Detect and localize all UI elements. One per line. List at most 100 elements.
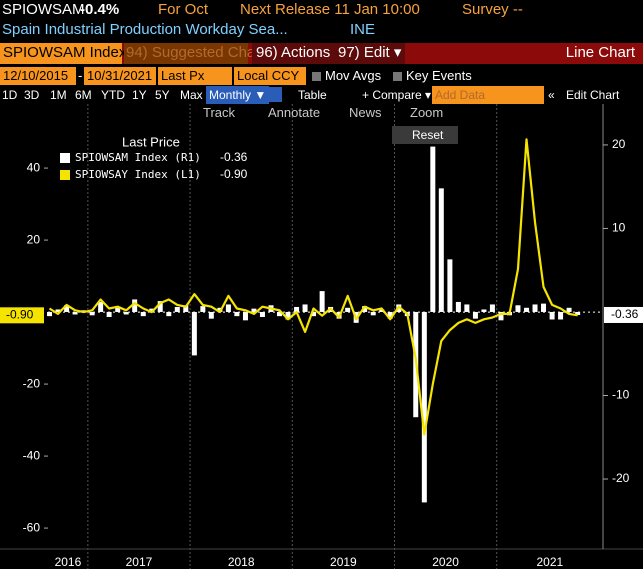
bar: [132, 299, 138, 312]
bar: [575, 311, 581, 315]
date-separator: -: [78, 68, 83, 83]
range-1d[interactable]: 1D: [2, 88, 18, 102]
bar: [302, 304, 308, 312]
bar: [362, 306, 368, 312]
range-max[interactable]: Max: [180, 88, 203, 102]
bar: [208, 311, 214, 319]
end-date[interactable]: 10/31/2021: [84, 67, 156, 85]
bar: [123, 311, 129, 315]
mov-avgs[interactable]: Mov Avgs: [312, 67, 381, 85]
range-1y[interactable]: 1Y: [132, 88, 147, 102]
key-events[interactable]: Key Events: [393, 67, 472, 85]
chart-type: Line Chart: [565, 44, 635, 61]
table-button[interactable]: Table: [298, 88, 327, 102]
bar: [558, 311, 564, 320]
legend-label: SPIOWSAY Index (L1): [75, 168, 201, 181]
legend-swatch: [60, 170, 70, 180]
track-tool[interactable]: Track: [203, 105, 236, 120]
range-6m[interactable]: 6M: [75, 88, 92, 102]
add-data[interactable]: Add Data: [432, 86, 544, 104]
bar: [464, 304, 470, 312]
description: Spain Industrial Production Workday Sea.…: [2, 21, 288, 38]
y2-tick-label: 10: [612, 221, 626, 235]
y-tick-label: 20: [27, 232, 41, 246]
bar: [532, 304, 538, 312]
field[interactable]: Last Px: [158, 67, 232, 85]
bar: [319, 291, 325, 312]
source: INE: [350, 21, 376, 38]
last-value-label: -0.36: [611, 307, 639, 321]
edit-chart[interactable]: Edit Chart: [566, 88, 620, 102]
bar: [472, 311, 478, 319]
bar: [311, 311, 317, 317]
bar: [251, 308, 257, 312]
bar: [421, 311, 427, 503]
x-tick-label: 2018: [228, 555, 255, 569]
y2-tick-label: -20: [612, 471, 630, 485]
bar: [447, 259, 453, 312]
bar: [72, 311, 78, 315]
range-5y[interactable]: 5Y: [155, 88, 170, 102]
compare-button[interactable]: + Compare ▾: [362, 88, 432, 102]
bar: [166, 311, 172, 317]
y-tick-label: -60: [23, 520, 41, 534]
bar: [481, 309, 487, 312]
last-value-box: [0, 307, 44, 324]
x-tick-label: 2021: [536, 555, 563, 569]
bar: [455, 301, 461, 312]
survey: Survey --: [462, 1, 523, 18]
bar: [225, 304, 231, 312]
bar: [277, 311, 283, 317]
zoom-tool[interactable]: Zoom: [410, 105, 444, 120]
bar: [200, 306, 206, 312]
legend-value: -0.36: [220, 150, 248, 164]
bar: [98, 301, 104, 312]
bar: [387, 311, 393, 319]
x-tick-label: 2016: [55, 555, 82, 569]
bar: [498, 311, 504, 321]
ticker: SPIOWSAM: [2, 1, 85, 18]
range-3d[interactable]: 3D: [24, 88, 40, 102]
y2-tick-label: 20: [612, 137, 626, 151]
key-events-label: Key Events: [406, 68, 472, 83]
bar: [183, 305, 189, 312]
bar: [566, 307, 572, 312]
bar: [157, 301, 163, 312]
change: -0.4%: [80, 1, 120, 18]
start-date[interactable]: 12/10/2015: [0, 67, 76, 85]
security[interactable]: SPIOWSAM Index: [0, 43, 126, 64]
bar: [541, 303, 547, 312]
range-1m[interactable]: 1M: [50, 88, 67, 102]
last-value-box: [604, 306, 643, 323]
annotate-tool[interactable]: Annotate: [268, 105, 321, 120]
legend-label: SPIOWSAM Index (R1): [75, 151, 201, 164]
x-tick-label: 2019: [330, 555, 357, 569]
bar: [549, 311, 555, 320]
bar: [285, 311, 291, 320]
actions-button[interactable]: 96) Actions ▾: [252, 43, 346, 64]
collapse-icon[interactable]: «: [548, 88, 555, 102]
bar: [191, 311, 197, 356]
bar: [55, 309, 61, 312]
range-ytd[interactable]: YTD: [101, 88, 125, 102]
bar: [234, 311, 240, 317]
bar: [294, 306, 300, 312]
edit-button[interactable]: 97) Edit ▾: [334, 43, 406, 64]
bar: [115, 307, 121, 312]
y-tick-label: 40: [27, 160, 41, 174]
bar: [242, 311, 248, 321]
legend-swatch: [60, 153, 70, 163]
currency[interactable]: Local CCY: [234, 67, 306, 85]
frequency[interactable]: Monthly ▼: [206, 86, 270, 104]
line: [48, 138, 578, 436]
x-tick-label: 2017: [126, 555, 153, 569]
legend-value: -0.90: [220, 167, 248, 181]
bar: [515, 305, 521, 312]
chart-icon[interactable]: [266, 87, 282, 102]
bar: [438, 188, 444, 312]
news-tool[interactable]: News: [349, 105, 382, 120]
reset-button[interactable]: Reset: [392, 126, 458, 144]
bar: [89, 311, 95, 316]
suggested-charts[interactable]: 94) Suggested Charts: [124, 43, 272, 64]
